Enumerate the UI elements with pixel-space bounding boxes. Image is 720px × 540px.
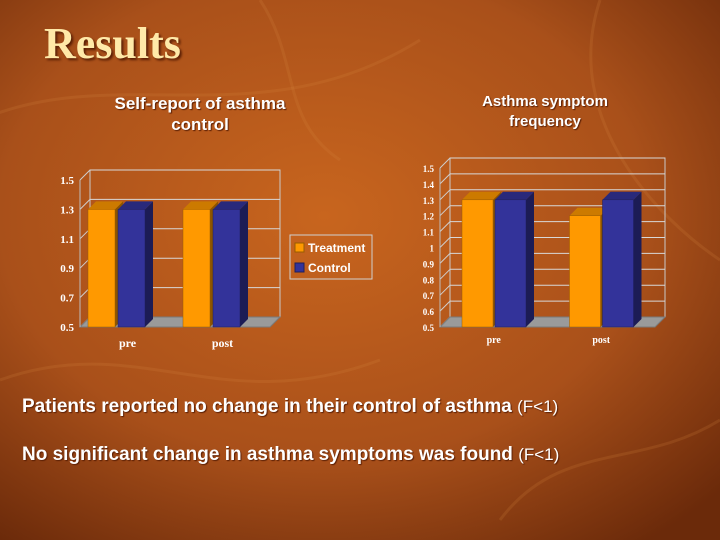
control-bar-control-pre (117, 201, 153, 328)
symptom-bar-control-post (602, 191, 642, 328)
control-bar-control-post (212, 201, 248, 328)
control-y-tick-label: 1.1 (60, 234, 74, 246)
control-x-tick-label-post: post (212, 336, 233, 350)
symptom-bar-control-pre (494, 191, 534, 328)
control-legend-swatch-treatment (294, 242, 305, 253)
symptom-x-tick-label-pre: pre (487, 335, 502, 346)
caption-control-text: Patients reported no change in their con… (22, 396, 512, 417)
control-grid-diag (79, 199, 91, 210)
slide-title: Results (44, 19, 181, 68)
symptom-y-tick-label: 0.5 (423, 323, 435, 333)
symptom-y-tick-label: 1 (430, 244, 435, 254)
control-legend-label-treatment: Treatment (308, 241, 365, 255)
symptom-grid-diag (439, 173, 451, 185)
symptom-grid-diag (439, 237, 451, 248)
caption-symptoms: No significant change in asthma symptoms… (22, 444, 559, 466)
symptom-grid-diag (439, 157, 451, 169)
control-y-tick-label: 1.3 (60, 204, 74, 216)
symptom-grid-diag (439, 284, 451, 296)
symptom-y-tick-label: 1.3 (423, 196, 435, 206)
control-x-tick-label-pre: pre (119, 336, 137, 350)
control-y-tick-label: 0.9 (60, 263, 74, 275)
symptom-grid-diag (439, 189, 451, 201)
caption-symptoms-text: No significant change in asthma symptoms… (22, 444, 513, 465)
control-y-tick-label: 0.7 (60, 293, 74, 305)
asthma-control-chart: 0.5 0.7 0.9 1.1 1.3 1.5 pre post Treatment Contro… (60, 169, 373, 350)
control-y-tick-label: 0.5 (60, 322, 74, 334)
chart-title-symptom-frequency: Asthma symptom frequency (482, 93, 608, 130)
symptom-y-tick-label: 1.1 (423, 228, 435, 238)
control-legend-label-control: Control (308, 261, 351, 275)
symptom-y-tick-label: 1.5 (423, 164, 435, 174)
symptom-frequency-chart: 0.5 0.6 0.7 0.8 0.9 1 1.1 1.2 1.3 1.4 1.5 pre post (423, 157, 667, 346)
symptom-y-tick-label: 1.4 (423, 180, 435, 190)
chart-title-asthma-control: Self-report of asthma control (114, 94, 286, 134)
symptom-y-tick-label: 0.6 (423, 307, 435, 317)
control-legend-swatch-control (294, 262, 305, 273)
symptom-grid-diag (439, 221, 451, 232)
control-y-tick-label: 1.5 (60, 175, 74, 187)
symptom-y-tick-label: 0.9 (423, 259, 435, 269)
symptom-grid-diag (439, 253, 451, 264)
control-legend-box (289, 234, 373, 280)
symptom-y-tick-label: 0.8 (423, 275, 435, 285)
control-grid-diag (79, 169, 91, 181)
symptom-grid-diag (439, 205, 451, 217)
symptom-y-tick-label: 1.2 (423, 212, 435, 222)
caption-symptoms-stat: (F<1) (518, 445, 560, 464)
symptom-x-tick-label-post: post (592, 335, 610, 346)
caption-control: Patients reported no change in their con… (22, 396, 558, 418)
symptom-y-tick-label: 0.7 (423, 291, 435, 301)
caption-control-stat: (F<1) (517, 397, 559, 416)
symptom-grid-diag (439, 268, 451, 280)
symptom-grid-diag (439, 300, 451, 312)
